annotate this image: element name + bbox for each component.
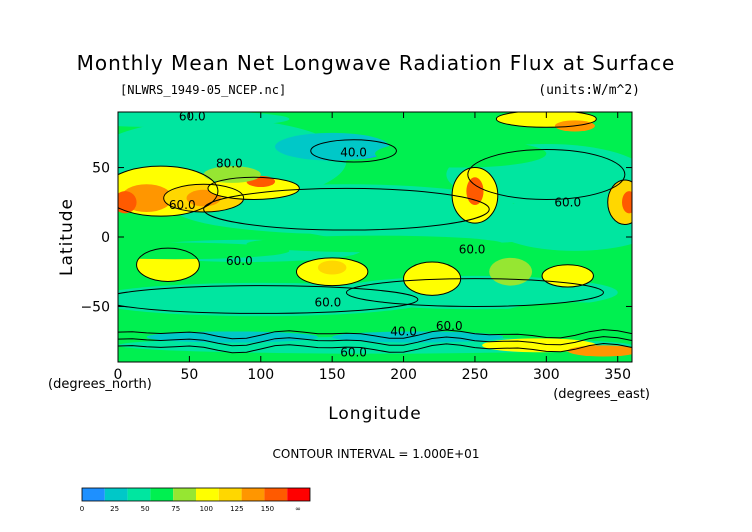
- x-tick-label: 350: [604, 367, 631, 383]
- contour-interval: CONTOUR INTERVAL = 1.000E+01: [273, 447, 480, 461]
- colorbar-swatch: [104, 488, 128, 501]
- colorbar-swatch: [150, 488, 174, 501]
- field-region: [146, 331, 318, 343]
- colorbar-swatch: [127, 488, 151, 501]
- field-region: [482, 338, 597, 353]
- colorbar-label: 75: [171, 505, 180, 513]
- field-region: [622, 191, 632, 214]
- field-region: [207, 177, 300, 200]
- contour-line: [541, 264, 594, 288]
- units-label: (units:W/m^2): [538, 83, 640, 98]
- colorbar-swatch: [82, 488, 105, 501]
- chart-title: Monthly Mean Net Longwave Radiation Flux…: [77, 51, 676, 75]
- field-region: [567, 345, 632, 357]
- contour-label: 60.0: [340, 345, 367, 359]
- colorbar-label: ∞: [295, 505, 301, 513]
- contour-label: 60.0: [226, 254, 253, 268]
- colorbar-swatch: [196, 488, 219, 501]
- contour-label: 60.0: [169, 198, 196, 212]
- contour-line: [118, 336, 632, 347]
- field-region: [503, 302, 632, 325]
- contour-line: [295, 257, 369, 287]
- contour-line: [207, 176, 300, 200]
- field-region: [246, 235, 504, 253]
- x-tick-label: 200: [390, 367, 417, 383]
- x-tick-label: 300: [533, 367, 560, 383]
- colorbar-label: 150: [261, 505, 274, 513]
- x-tick-label: 250: [462, 367, 489, 383]
- field-region: [275, 132, 390, 161]
- contour-label: 40.0: [390, 325, 417, 339]
- field-region: [118, 112, 290, 128]
- colorbar-label: 50: [141, 505, 150, 513]
- field-region: [489, 257, 533, 286]
- x-axis: 0 50 100 150 200 250 300 350: [114, 112, 631, 383]
- contour-line: [495, 112, 597, 128]
- contour-label: 60.0: [436, 319, 463, 333]
- field-region: [403, 262, 461, 296]
- x-axis-title: Longitude: [328, 404, 422, 424]
- x-tick-label: 0: [114, 367, 123, 383]
- field-region: [332, 331, 504, 343]
- source-label: [NLWRS_1949-05_NCEP.nc]: [120, 83, 286, 97]
- colorbar-label: 0: [80, 505, 84, 513]
- y-tick-label: 50: [92, 161, 110, 177]
- field-region: [118, 242, 290, 260]
- field-region: [489, 195, 632, 251]
- contour-line: [203, 187, 490, 231]
- field-region: [118, 191, 137, 214]
- x-tick-label: 50: [180, 367, 198, 383]
- y-axis: 50 0 −50: [80, 161, 632, 315]
- field-region: [317, 260, 347, 275]
- contour-label: 40.0: [340, 145, 367, 159]
- contour-line: [136, 247, 200, 282]
- y-tick-label: −50: [80, 299, 110, 315]
- contour-label: 80.0: [216, 157, 243, 171]
- contour-line: [118, 165, 219, 217]
- colorbar-label: 25: [110, 505, 119, 513]
- y-tick-label: 0: [101, 230, 110, 246]
- contour-line: [467, 149, 626, 200]
- contour-label: 60.0: [179, 109, 206, 123]
- y-unit-label: (degrees_north): [48, 377, 152, 392]
- x-unit-label: (degrees_east): [553, 387, 650, 402]
- colorbar-frame: [81, 487, 311, 502]
- contour-line: [163, 183, 245, 213]
- x-tick-label: 150: [319, 367, 346, 383]
- contour-label: 60.0: [315, 295, 342, 309]
- field-region: [332, 275, 618, 310]
- field-region: [203, 166, 261, 183]
- contour-line: [118, 285, 419, 314]
- colorbar-swatch: [287, 488, 310, 501]
- contour-line: [310, 139, 397, 163]
- contour-label: 60.0: [554, 195, 581, 209]
- colorbar-swatch: [264, 488, 288, 501]
- contour-line: [118, 329, 632, 340]
- colorbar-label: 125: [230, 505, 243, 513]
- colorbar-swatch: [241, 488, 265, 501]
- contour-label: 60.0: [459, 243, 486, 257]
- contour-line: [118, 342, 632, 354]
- colorbar: 0 25 50 75 100 125 150 ∞: [80, 487, 311, 513]
- y-axis-title: Latitude: [57, 198, 77, 276]
- x-tick-label: 100: [247, 367, 274, 383]
- field-region: [607, 180, 632, 225]
- colorbar-label: 100: [200, 505, 213, 513]
- field-region: [375, 139, 547, 168]
- colorbar-swatch: [173, 488, 196, 501]
- colorbar-swatch: [218, 488, 242, 501]
- contour-line: [345, 278, 604, 307]
- field-region: [466, 177, 484, 206]
- contour-line: [607, 179, 632, 225]
- plot-area: 60.0 40.0 80.0 60.0 60.0 60.0 60.0 60.0 40.0 60.0…: [118, 109, 632, 362]
